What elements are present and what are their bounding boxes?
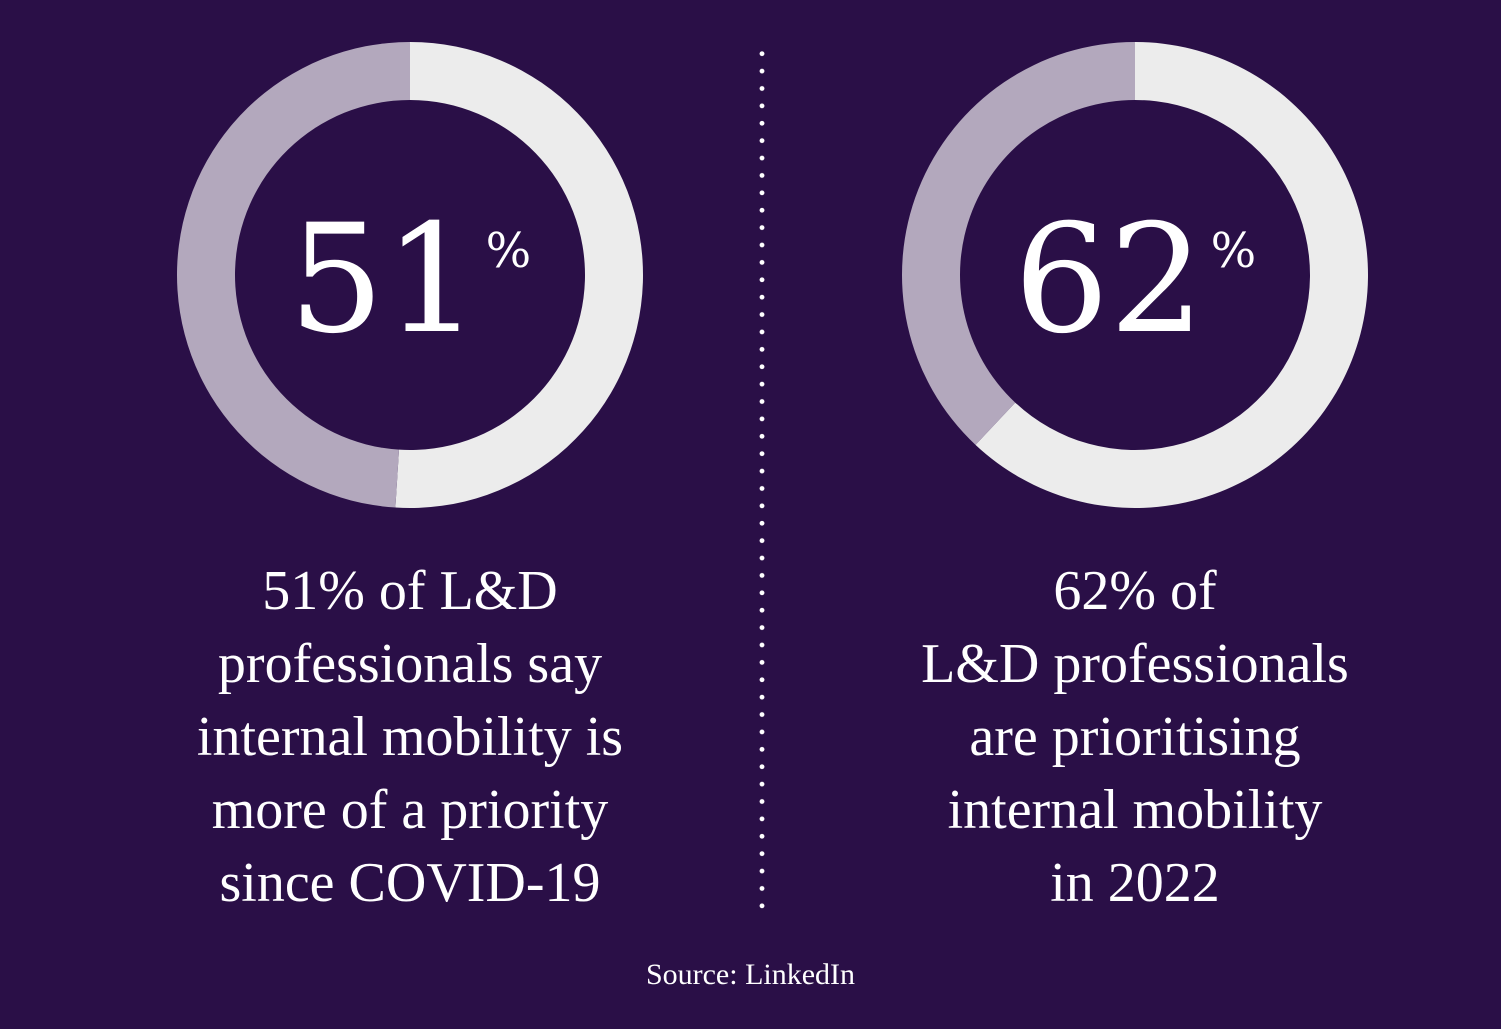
big-percentage: 62% xyxy=(765,205,1501,355)
percent-symbol: % xyxy=(1210,223,1257,279)
caption-line: professionals say xyxy=(217,633,603,695)
caption-line: 51% of L&D xyxy=(262,560,558,622)
caption-line: internal mobility is xyxy=(196,706,624,768)
donut-slice-remainder xyxy=(177,42,410,508)
caption-line: L&D professionals xyxy=(921,633,1349,695)
big-percentage: 51% xyxy=(40,205,780,355)
big-percentage-value: 51 xyxy=(288,193,480,367)
caption-line: in 2022 xyxy=(1050,852,1220,914)
caption-line: since COVID-19 xyxy=(219,852,601,914)
dotted-divider xyxy=(758,45,766,915)
donut-chart xyxy=(900,40,1370,510)
donut-slice-highlight xyxy=(975,42,1368,508)
stat-panel-left: 51% 51% of L&D professionals say interna… xyxy=(40,0,780,940)
caption-line: internal mobility xyxy=(947,779,1323,841)
source-credit: Source: LinkedIn xyxy=(645,958,856,991)
percent-symbol: % xyxy=(485,223,532,279)
stat-caption: 62% of L&D professionals are prioritisin… xyxy=(765,555,1501,920)
donut-slice-highlight xyxy=(395,42,644,508)
donut-svg xyxy=(177,42,644,508)
caption-line: 62% of xyxy=(1053,560,1217,622)
donut-svg xyxy=(902,42,1368,508)
donut-chart xyxy=(175,40,645,510)
stat-panel-right: 62% 62% of L&D professionals are priorit… xyxy=(765,0,1501,940)
caption-line: are prioritising xyxy=(969,706,1301,768)
stat-caption: 51% of L&D professionals say internal mo… xyxy=(40,555,780,920)
donut-slice-remainder xyxy=(902,42,1135,445)
caption-line: more of a priority xyxy=(211,779,609,841)
big-percentage-value: 62 xyxy=(1013,193,1205,367)
